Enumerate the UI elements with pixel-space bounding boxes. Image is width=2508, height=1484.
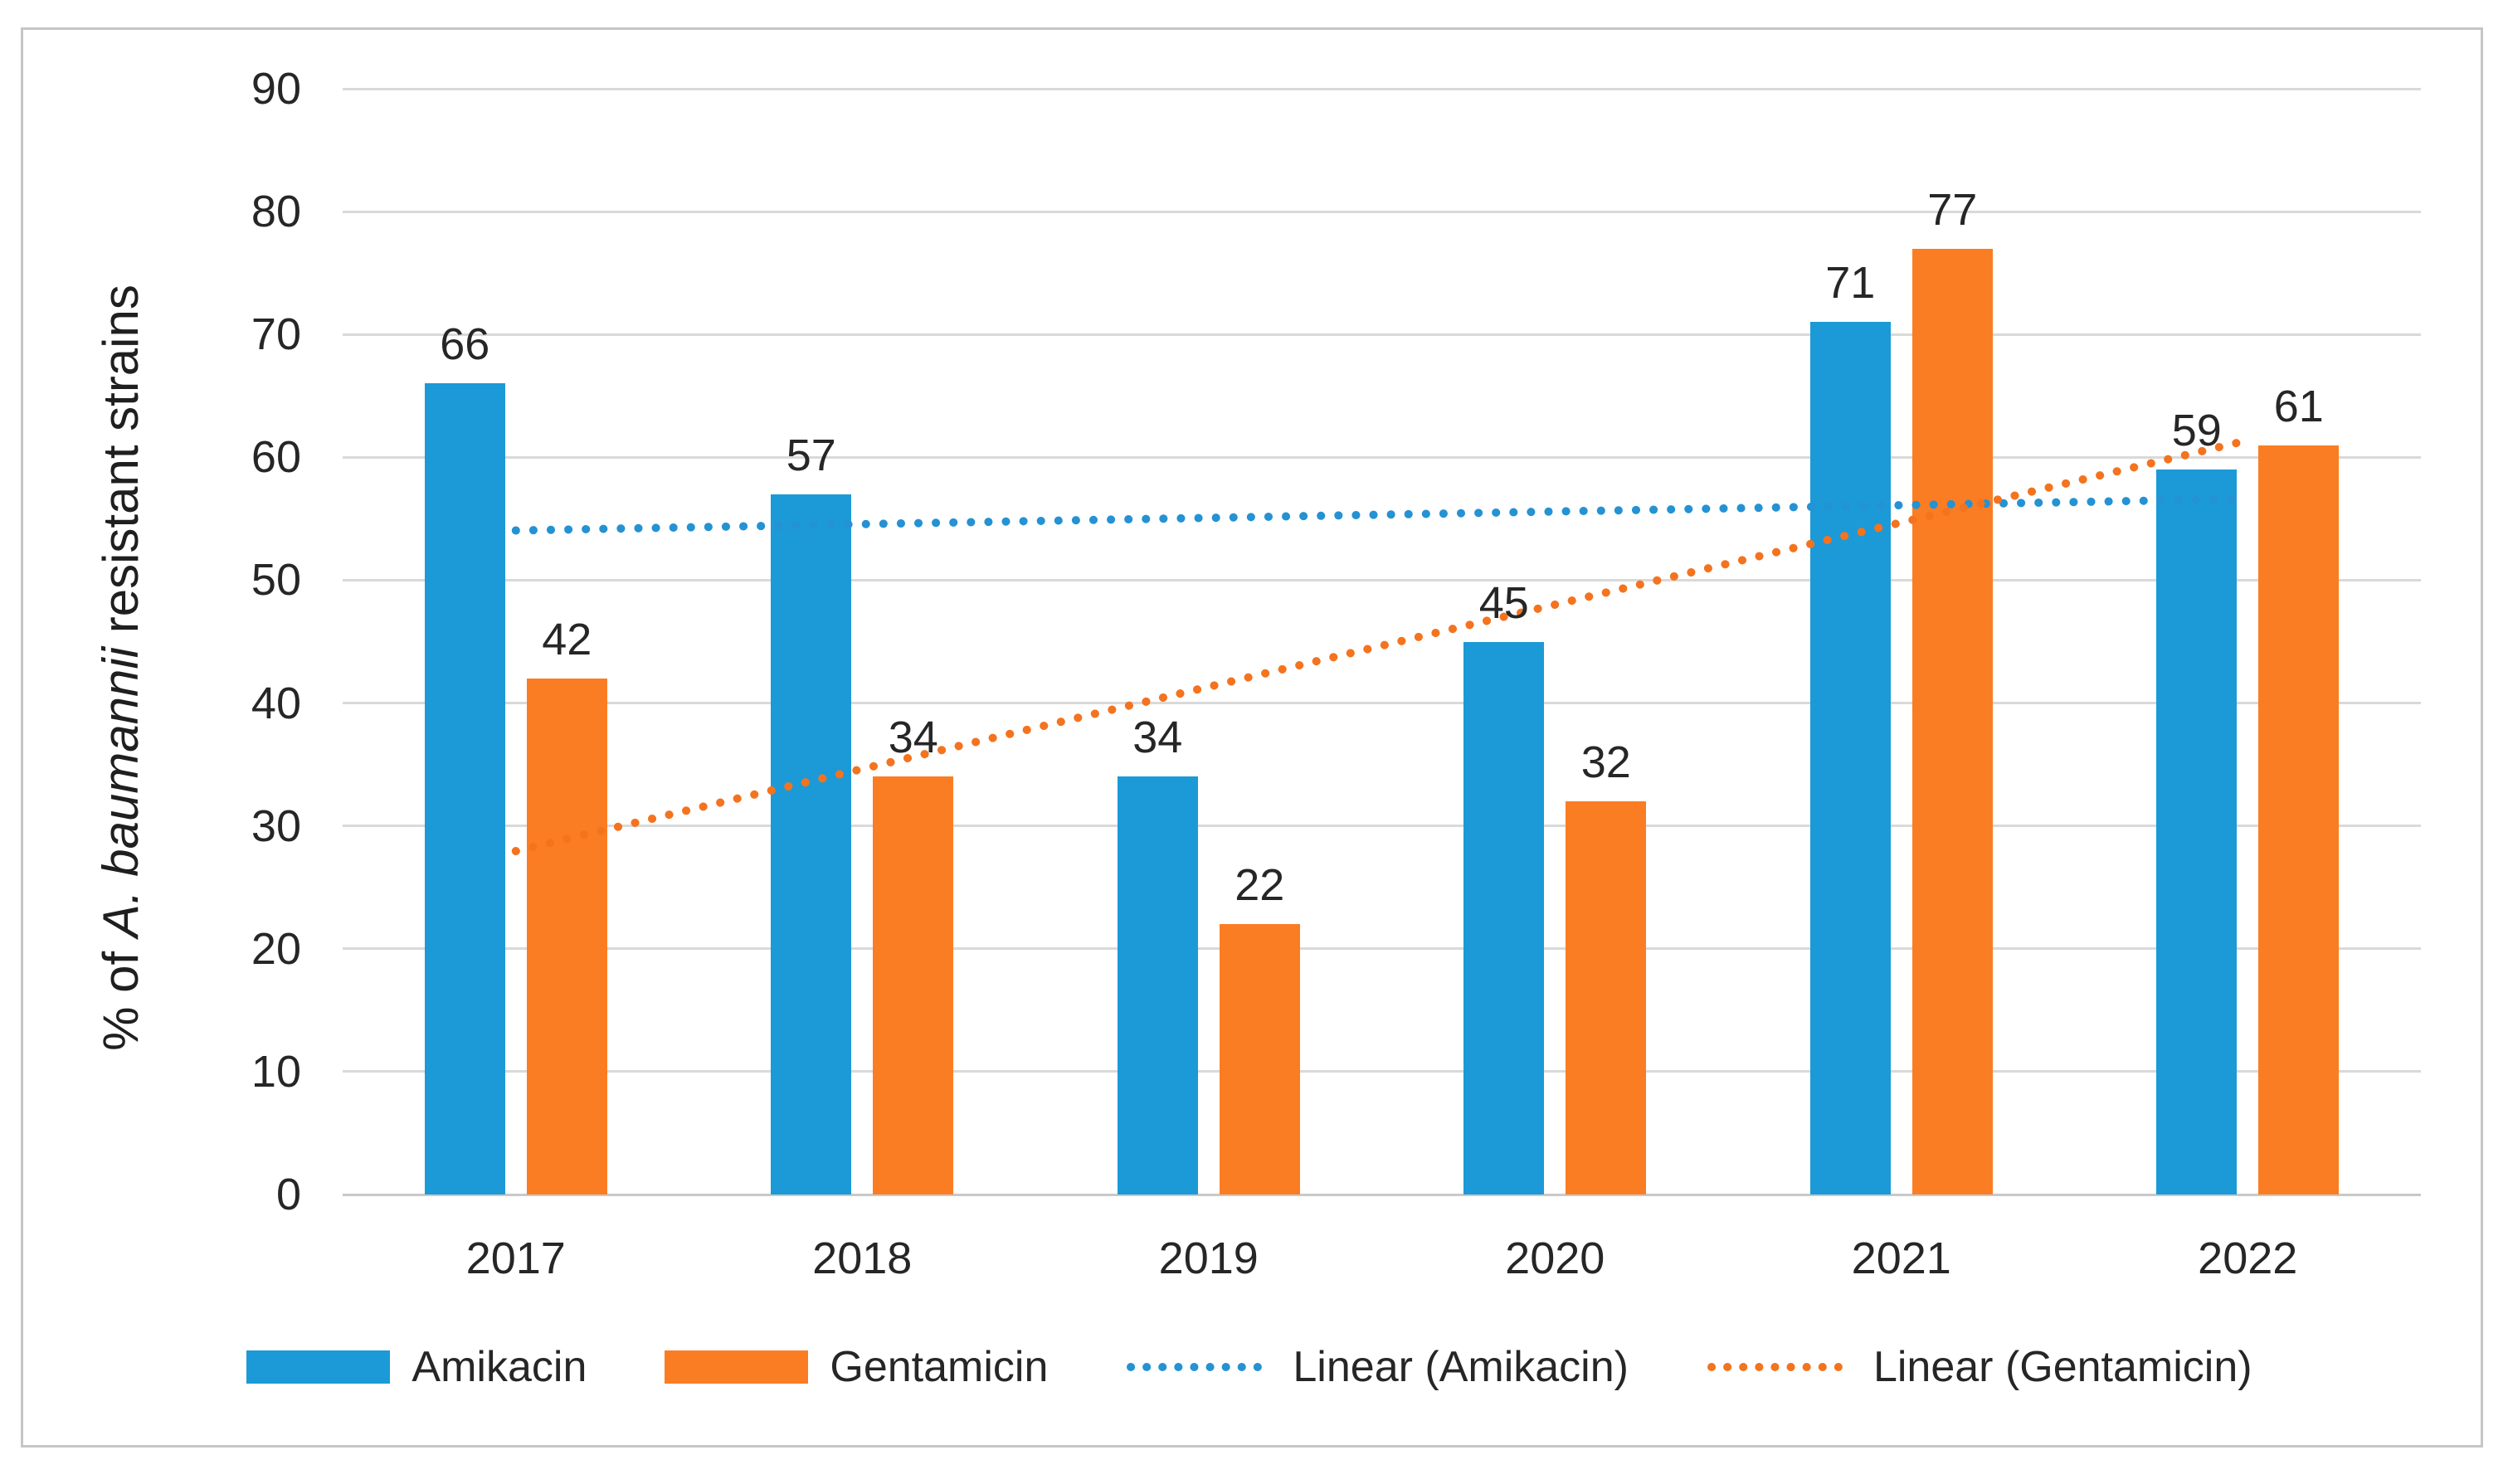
bar-amikacin-2018 [771, 494, 852, 1194]
bar-amikacin-2022 [2156, 470, 2238, 1194]
legend-item-linear-amikacin: Linear (Amikacin) [1126, 1342, 1629, 1392]
data-label-gentamicin-2018: 34 [888, 713, 938, 763]
y-tick-label-80: 80 [251, 187, 301, 237]
y-tick-label-40: 40 [251, 678, 301, 728]
bar-amikacin-2019 [1117, 776, 1198, 1194]
data-label-gentamicin-2019: 22 [1235, 860, 1285, 911]
data-label-gentamicin-2020: 32 [1580, 737, 1631, 788]
legend-label-amikacin: Amikacin [412, 1343, 587, 1391]
data-label-gentamicin-2021: 77 [1927, 184, 1978, 235]
x-tick-label-2022: 2022 [2198, 1233, 2298, 1283]
legend-swatch-linear-amikacin-dotted-line [1127, 1363, 1271, 1371]
y-tick-label-0: 0 [275, 1170, 301, 1219]
bar-gentamicin-2019 [1219, 924, 1300, 1194]
x-tick-label-2017: 2017 [465, 1233, 566, 1283]
bar-gentamicin-2017 [526, 678, 607, 1194]
bar-gentamicin-2021 [1911, 248, 1993, 1194]
gridline-70 [343, 333, 2421, 336]
gridline-10 [343, 1070, 2421, 1073]
y-tick-label-60: 60 [251, 432, 301, 483]
legend-item-linear-gentamicin: Linear (Gentamicin) [1707, 1342, 2252, 1392]
gridline-90 [343, 87, 2421, 90]
data-label-amikacin-2022: 59 [2171, 406, 2222, 456]
x-axis-line [343, 1193, 2421, 1196]
bar-amikacin-2021 [1809, 322, 1891, 1194]
bar-amikacin-2020 [1463, 641, 1545, 1194]
y-tick-label-50: 50 [251, 555, 301, 606]
y-tick-label-30: 30 [251, 800, 301, 851]
y-tick-label-90: 90 [251, 64, 301, 114]
gridline-50 [343, 578, 2421, 581]
bar-gentamicin-2020 [1566, 801, 1647, 1194]
gridline-80 [343, 210, 2421, 213]
legend: Amikacin Gentamicin Linear (Amikacin) Li… [23, 1326, 2476, 1409]
legend-swatch-gentamicin [665, 1350, 809, 1384]
legend-item-amikacin: Amikacin [246, 1342, 587, 1392]
y-tick-label-70: 70 [251, 309, 301, 360]
data-label-gentamicin-2017: 42 [542, 614, 592, 664]
legend-swatch-linear-gentamicin-dotted-line [1707, 1363, 1851, 1371]
gridline-60 [343, 455, 2421, 459]
x-tick-label-2018: 2018 [812, 1233, 913, 1283]
data-label-amikacin-2017: 66 [440, 319, 490, 370]
data-label-gentamicin-2022: 61 [2273, 381, 2324, 431]
gridline-40 [343, 702, 2421, 705]
gridline-30 [343, 825, 2421, 828]
legend-swatch-amikacin [246, 1350, 391, 1384]
data-label-amikacin-2021: 71 [1825, 258, 1876, 309]
bar-gentamicin-2018 [873, 776, 954, 1194]
data-label-amikacin-2020: 45 [1478, 577, 1529, 628]
data-label-amikacin-2018: 57 [786, 430, 836, 480]
x-tick-label-2021: 2021 [1851, 1233, 1951, 1283]
data-label-amikacin-2019: 34 [1132, 713, 1183, 763]
y-tick-label-10: 10 [251, 1046, 301, 1097]
legend-item-gentamicin: Gentamicin [665, 1342, 1048, 1392]
legend-label-linear-gentamicin: Linear (Gentamicin) [1872, 1343, 2252, 1391]
legend-label-linear-amikacin: Linear (Amikacin) [1293, 1343, 1629, 1391]
gridline-20 [343, 947, 2421, 951]
bar-gentamicin-2022 [2258, 445, 2340, 1194]
x-tick-label-2019: 2019 [1158, 1233, 1259, 1283]
bar-amikacin-2017 [424, 383, 505, 1194]
legend-label-gentamicin: Gentamicin [830, 1343, 1049, 1391]
x-tick-label-2020: 2020 [1505, 1233, 1605, 1283]
y-tick-label-20: 20 [251, 923, 301, 974]
